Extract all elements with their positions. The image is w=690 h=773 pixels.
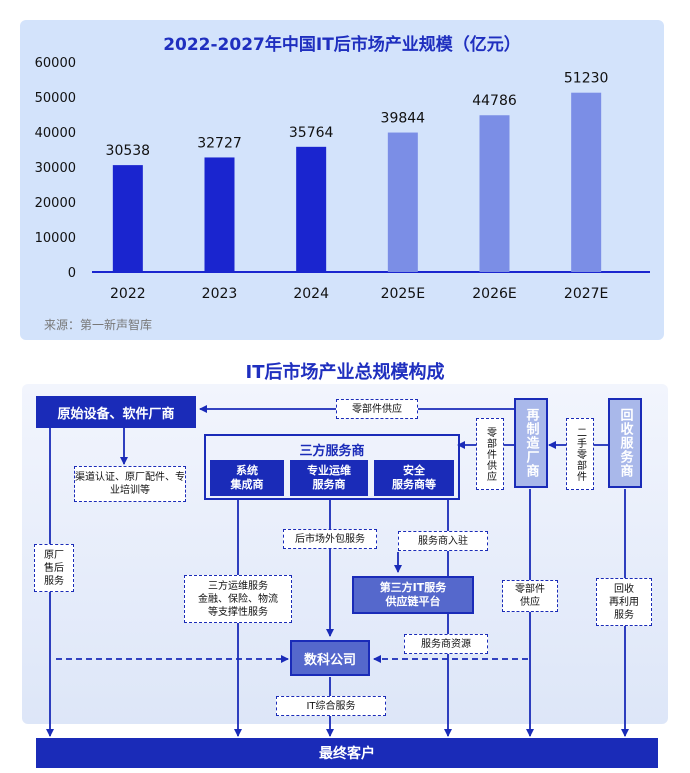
bar (479, 115, 510, 273)
shuke-company-box: 数科公司 (290, 640, 370, 676)
second-hand-parts-label: 二手零部件 (566, 418, 594, 490)
third-party-service-label: 三方服务商 (299, 444, 365, 459)
it-supply-chain-platform-box: 第三方IT服务 供应链平台 (352, 576, 474, 614)
bar-value-label: 30538 (106, 143, 151, 159)
bar (571, 92, 602, 272)
oem-aftersales-label: 原厂 售后 服务 (34, 544, 74, 592)
bar-value-label: 35764 (289, 125, 334, 141)
x-tick-label: 2022 (110, 286, 146, 302)
bar-chart: 0 10000 20000 30000 40000 50000 60000 30538 2022… (35, 56, 650, 302)
third-party-service-box: 三方服务商 (204, 434, 460, 500)
bar (296, 146, 327, 272)
system-integrator-box: 系统 集成商 (210, 460, 284, 496)
bar (387, 132, 418, 272)
y-tick-label: 10000 (35, 231, 76, 246)
bar (204, 157, 235, 272)
y-tick-label: 20000 (35, 196, 76, 211)
oem-vendor-box: 原始设备、软件厂商 (36, 396, 196, 428)
bar-value-label: 39844 (381, 111, 426, 127)
security-provider-box: 安全 服务商等 (374, 460, 454, 496)
x-tick-label: 2026E (472, 286, 516, 302)
support-services-label: 三方运维服务 金融、保险、物流 等支撑性服务 (184, 575, 292, 623)
outsourcing-label: 后市场外包服务 (283, 529, 377, 549)
end-customer-bar: 最终客户 (36, 738, 658, 768)
channel-certification-label: 渠道认证、原厂配件、专业培训等 (74, 466, 186, 502)
x-tick-label: 2025E (381, 286, 425, 302)
ops-provider-box: 专业运维 服务商 (290, 460, 368, 496)
y-tick-label: 30000 (35, 161, 76, 176)
bar-value-label: 32727 (197, 135, 242, 151)
provider-resources-label: 服务商资源 (404, 634, 488, 654)
x-tick-label: 2024 (293, 286, 329, 302)
recycle-reuse-label: 回收 再利用 服务 (596, 578, 652, 626)
x-tick-label: 2023 (202, 286, 238, 302)
x-tick-label: 2027E (564, 286, 608, 302)
parts-supply-top-label: 零部件供应 (336, 399, 418, 419)
remanufacturer-box: 再制造厂商 (514, 398, 548, 488)
it-integrated-service-label: IT综合服务 (276, 696, 386, 716)
recycler-box: 回收服务商 (608, 398, 642, 488)
y-tick-label: 0 (68, 266, 76, 281)
parts-supply-lower-label: 零部件 供应 (502, 580, 558, 612)
diagram-title: IT后市场产业总规模构成 (245, 362, 445, 383)
bar-value-label: 44786 (472, 93, 517, 109)
chart-title: 2022-2027年中国IT后市场产业规模（亿元） (163, 35, 521, 55)
bar-value-label: 51230 (564, 71, 609, 87)
chart-source: 来源：第一新声智库 (44, 318, 153, 332)
y-tick-label: 50000 (35, 91, 76, 106)
provider-entry-label: 服务商入驻 (398, 531, 488, 551)
parts-supply-vertical-label: 零部件供应 (476, 418, 504, 490)
y-tick-label: 60000 (35, 56, 76, 71)
chart-panel: 2022-2027年中国IT后市场产业规模（亿元） 0 10000 20000 300… (20, 20, 664, 340)
bar (112, 165, 143, 272)
y-tick-label: 40000 (35, 126, 76, 141)
